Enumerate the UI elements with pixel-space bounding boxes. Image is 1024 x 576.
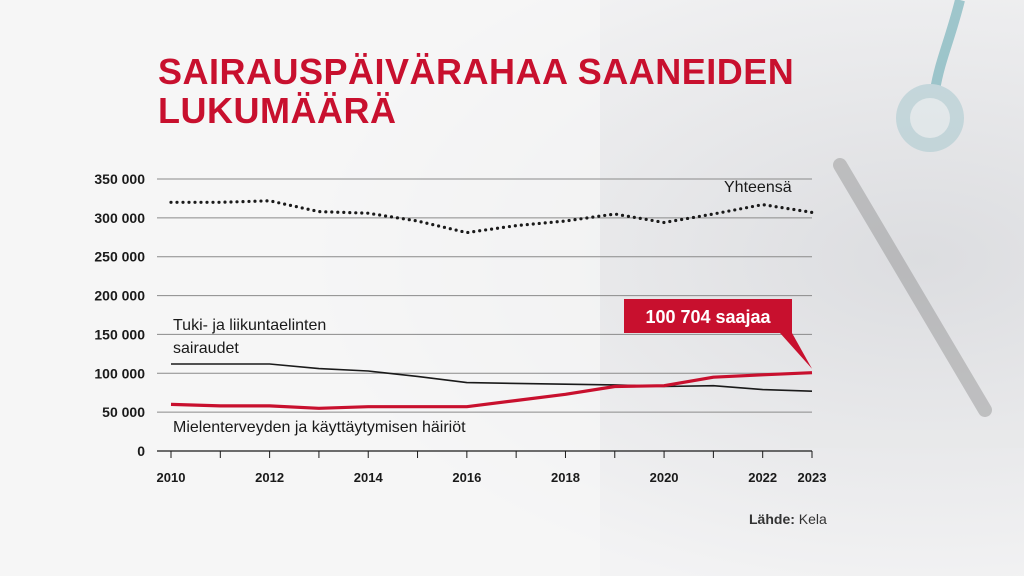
y-tick-label: 350 000 [94,171,145,187]
x-tick-label: 2012 [255,470,284,485]
source-value: Kela [798,511,827,527]
series-line-2 [171,363,813,392]
series-line-3 [170,371,813,410]
series-label-musculoskeletal-line2: sairaudet [173,340,239,357]
y-tick-label: 200 000 [94,288,145,304]
series-label-musculoskeletal-line1: Tuki- ja liikuntaelinten [173,317,326,334]
x-tick-label: 2018 [551,470,580,485]
y-tick-label: 50 000 [102,404,145,420]
series-label-mental-health: Mielenterveyden ja käyttäytymisen häiriö… [173,419,466,436]
chart-title: SAIRAUSPÄIVÄRAHAA SAANEIDEN LUKUMÄÄRÄ [158,52,794,130]
source-label: Lähde: [749,511,795,527]
clipboard-shape [790,430,1024,448]
annotation-pointer [780,333,812,369]
chart-title-line2: LUKUMÄÄRÄ [158,90,397,131]
source-note: Lähde: Kela [749,511,827,527]
annotation-label: 100 704 saajaa [645,307,771,327]
y-tick-label: 300 000 [94,210,145,226]
y-tick-label: 250 000 [94,249,145,265]
y-tick-label: 100 000 [94,365,145,381]
y-tick-label: 0 [137,443,145,459]
x-tick-label: 2022 [748,470,777,485]
x-tick-label: 2023 [798,470,827,485]
x-tick-label: 2014 [354,470,384,485]
series-label-total: Yhteensä [724,179,792,196]
x-tick-label: 2010 [157,470,186,485]
x-tick-label: 2020 [650,470,679,485]
y-tick-label: 150 000 [94,326,145,342]
annotation-box [624,299,792,333]
chart-title-line1: SAIRAUSPÄIVÄRAHAA SAANEIDEN [158,51,795,92]
series-line-1 [169,199,814,235]
pen-icon [833,158,992,417]
stethoscope-icon [896,0,965,152]
x-tick-label: 2016 [452,470,481,485]
